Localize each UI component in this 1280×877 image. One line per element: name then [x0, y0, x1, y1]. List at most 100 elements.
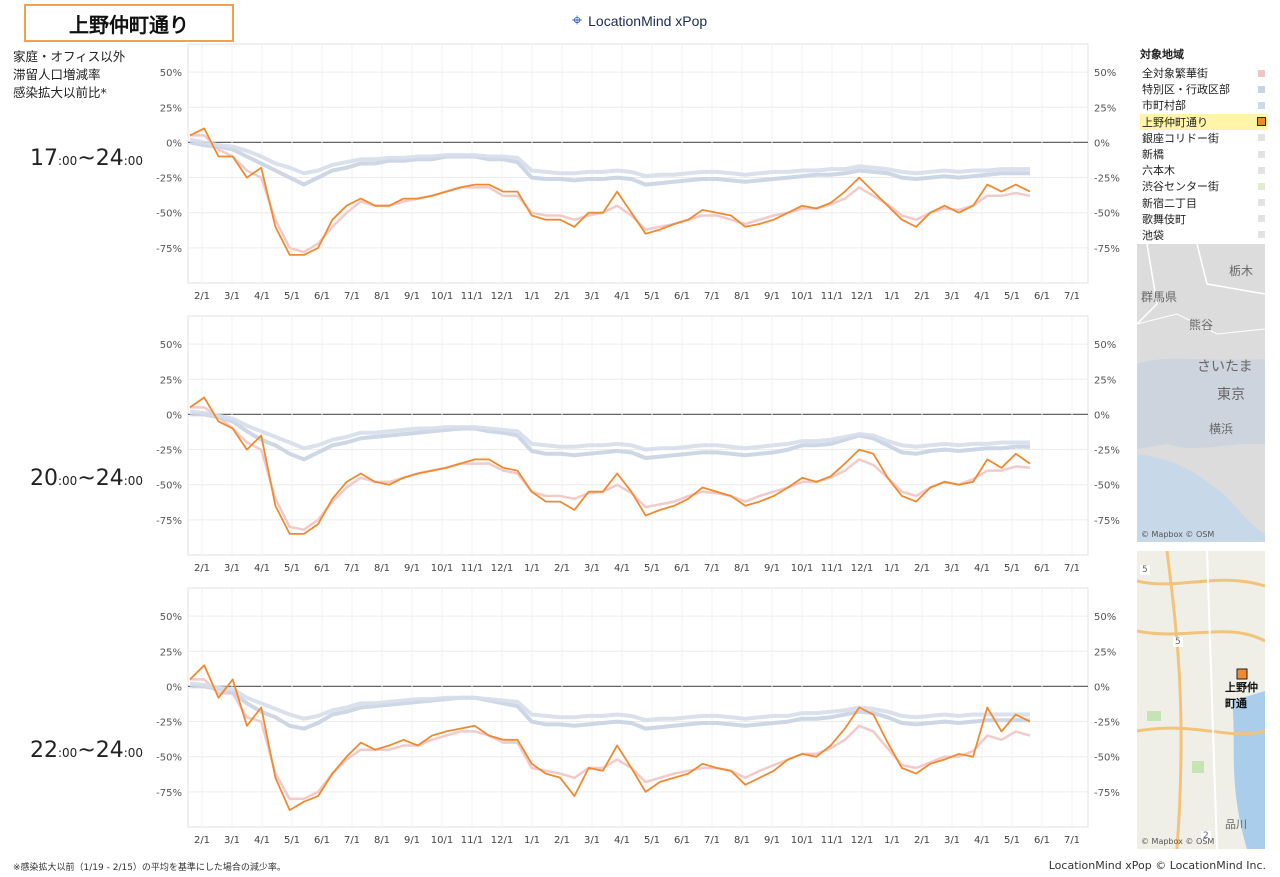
x-tick-label: 7/1 [704, 835, 720, 846]
legend-item[interactable]: 上野仲町通り [1140, 113, 1268, 130]
legend-item[interactable]: 銀座コリドー街 [1140, 130, 1268, 146]
time-range-label-3: 22:00~24:00 [30, 738, 144, 763]
y-tick-label-right: 0% [1094, 682, 1110, 693]
x-tick-label: 8/1 [374, 291, 390, 302]
detail-map[interactable]: 上野仲町通 品川 5 5 2 © Mapbox © OSM [1137, 551, 1265, 849]
x-tick-label: 4/1 [974, 563, 990, 574]
series-line-context[interactable] [189, 409, 1030, 452]
series-line-context[interactable] [190, 678, 1031, 801]
y-tick-label-right: 0% [1094, 138, 1110, 149]
x-tick-label: 12/1 [491, 291, 513, 302]
x-tick-label: 12/1 [851, 835, 873, 846]
legend-item[interactable]: 新橋 [1140, 146, 1268, 162]
series-line-context[interactable] [190, 406, 1031, 531]
x-tick-label: 8/1 [734, 291, 750, 302]
y-tick-label-left: -50% [156, 753, 182, 764]
x-tick-label: 7/1 [344, 563, 360, 574]
x-tick-label: 4/1 [974, 835, 990, 846]
x-tick-label: 4/1 [614, 563, 630, 574]
x-tick-label: 7/1 [1064, 835, 1080, 846]
time-range-label-2: 20:00~24:00 [30, 466, 144, 491]
legend-swatch [1258, 231, 1265, 239]
x-tick-label: 9/1 [764, 835, 780, 846]
x-tick-label: 11/1 [461, 563, 483, 574]
legend-title: 対象地域 [1140, 48, 1184, 61]
chart-panel-2: 50% 50% 25% 25% 0% 0% -25% -25% -50% -50% -75% -75%… [140, 314, 1120, 579]
series-line-context[interactable] [190, 412, 1030, 462]
legend-item[interactable]: 六本木 [1140, 162, 1268, 178]
x-tick-label: 4/1 [614, 291, 630, 302]
x-tick-label: 12/1 [851, 563, 873, 574]
series-line-context[interactable] [189, 681, 1030, 723]
series-line-selected[interactable] [189, 664, 1031, 812]
metric-label-line3: 感染拡大以前比* [13, 85, 107, 100]
x-tick-label: 1/1 [524, 835, 540, 846]
x-tick-label: 6/1 [1034, 563, 1050, 574]
y-tick-label-right: -25% [1094, 446, 1120, 457]
x-tick-label: 6/1 [674, 291, 690, 302]
region-map[interactable]: 栃木 群馬県 熊谷 さいたま 東京 横浜 © Mapbox © OSM [1137, 244, 1265, 542]
series-line-selected[interactable] [189, 396, 1031, 535]
x-tick-label: 11/1 [461, 835, 483, 846]
series-line-context[interactable] [189, 140, 1030, 187]
map-label-shinagawa: 品川 [1225, 818, 1247, 831]
x-tick-label: 10/1 [431, 563, 453, 574]
x-tick-label: 11/1 [821, 563, 843, 574]
route-shield-3: 2 [1201, 831, 1211, 841]
y-tick-label-right: -50% [1094, 753, 1120, 764]
y-tick-label-left: -25% [156, 446, 182, 457]
x-tick-label: 1/1 [524, 563, 540, 574]
x-tick-label: 11/1 [821, 835, 843, 846]
legend: 対象地域 全対象繁華街 特別区・行政区部 市町村部 上野仲町通り 銀座コリドー街 新橋 六本… [1140, 46, 1268, 243]
series-line-selected[interactable] [189, 127, 1031, 256]
x-tick-label: 3/1 [584, 563, 600, 574]
x-tick-label: 8/1 [734, 835, 750, 846]
x-tick-label: 5/1 [284, 835, 300, 846]
legend-item[interactable]: 池袋 [1140, 227, 1268, 243]
x-tick-label: 12/1 [491, 835, 513, 846]
y-tick-label-left: -25% [156, 174, 182, 185]
map-label-saitama: さいたま [1197, 359, 1253, 375]
y-tick-label-right: 25% [1094, 647, 1116, 658]
legend-swatch [1258, 150, 1265, 158]
y-tick-label-right: -50% [1094, 481, 1120, 492]
x-tick-label: 10/1 [791, 291, 813, 302]
location-pin-icon: ⌖ [572, 10, 583, 30]
x-tick-label: 11/1 [821, 291, 843, 302]
x-tick-label: 7/1 [1064, 291, 1080, 302]
legend-item[interactable]: 全対象繁華街 [1140, 65, 1268, 81]
legend-item-label: 市町村部 [1142, 99, 1186, 113]
x-tick-label: 10/1 [431, 291, 453, 302]
x-tick-label: 1/1 [524, 291, 540, 302]
y-tick-label-right: 25% [1094, 375, 1116, 386]
y-tick-label-left: -75% [156, 244, 182, 255]
legend-item-label: 新宿二丁目 [1142, 196, 1197, 210]
series-line-context[interactable] [189, 137, 1030, 179]
x-tick-label: 1/1 [884, 563, 900, 574]
legend-item-label: 銀座コリドー街 [1142, 131, 1219, 145]
x-tick-label: 2/1 [914, 835, 930, 846]
y-tick-label-left: -75% [156, 788, 182, 799]
x-tick-label: 6/1 [674, 835, 690, 846]
map-label-tokyo: 東京 [1217, 387, 1245, 403]
x-tick-label: 5/1 [1004, 291, 1020, 302]
x-tick-label: 8/1 [374, 835, 390, 846]
y-tick-label-right: 50% [1094, 612, 1116, 623]
legend-item[interactable]: 渋谷センター街 [1140, 178, 1268, 194]
x-tick-label: 7/1 [1064, 563, 1080, 574]
y-tick-label-left: 50% [160, 612, 182, 623]
series-line-context[interactable] [190, 684, 1030, 731]
x-tick-label: 8/1 [374, 563, 390, 574]
legend-swatch [1258, 101, 1265, 109]
x-tick-label: 2/1 [554, 563, 570, 574]
x-tick-label: 2/1 [554, 291, 570, 302]
legend-item[interactable]: 新宿二丁目 [1140, 195, 1268, 211]
legend-swatch [1257, 117, 1266, 127]
legend-item[interactable]: 市町村部 [1140, 97, 1268, 113]
x-tick-label: 5/1 [1004, 563, 1020, 574]
series-line-context[interactable] [190, 134, 1031, 254]
x-tick-label: 10/1 [431, 835, 453, 846]
legend-item[interactable]: 歌舞伎町 [1140, 211, 1268, 227]
legend-item[interactable]: 特別区・行政区部 [1140, 81, 1268, 97]
y-tick-label-left: -50% [156, 481, 182, 492]
